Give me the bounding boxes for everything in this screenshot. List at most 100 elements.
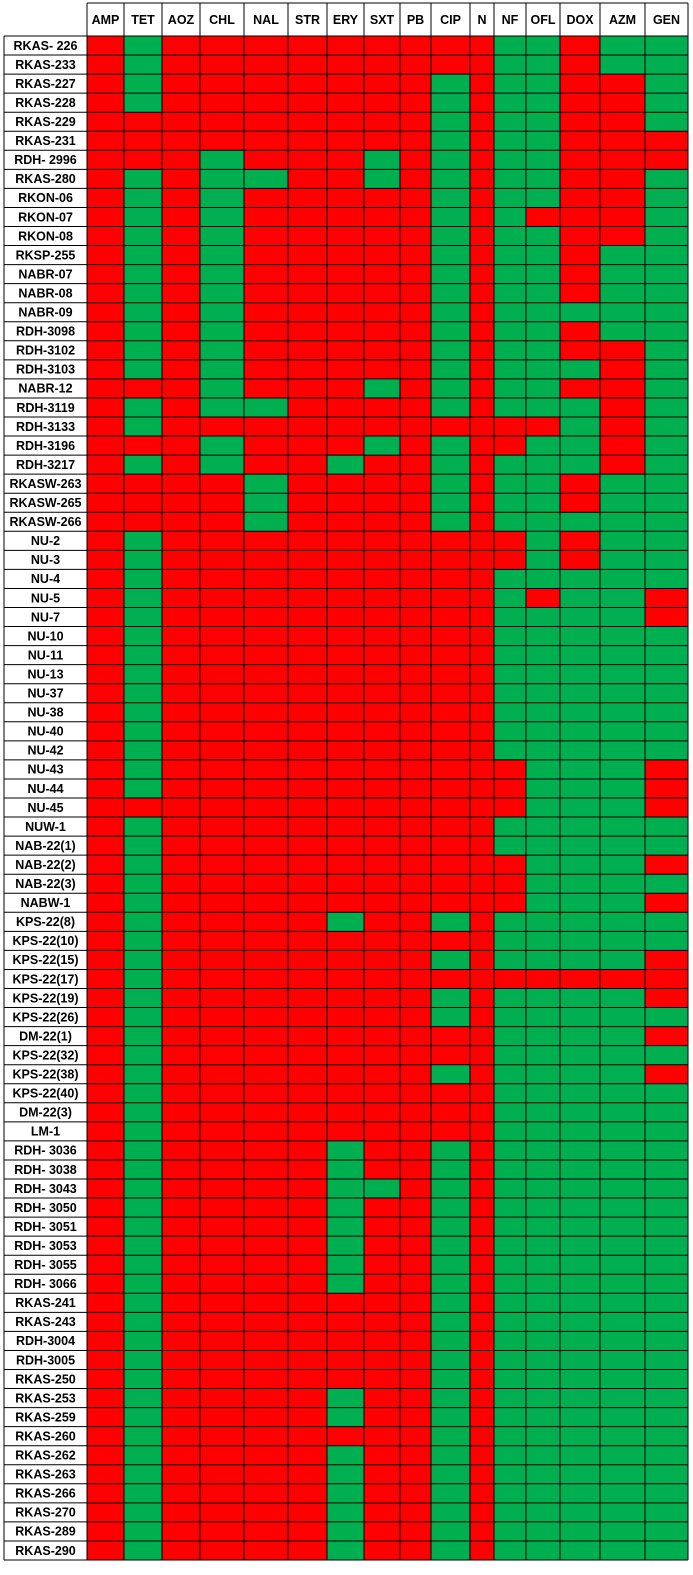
cell-resistant xyxy=(364,626,400,646)
cell-susceptible xyxy=(645,359,688,379)
cell-susceptible xyxy=(526,1255,560,1275)
cell-susceptible xyxy=(600,931,645,951)
cell-susceptible xyxy=(645,1350,688,1370)
cell-resistant xyxy=(600,150,645,170)
cell-resistant xyxy=(244,836,288,856)
cell-resistant xyxy=(431,569,470,589)
cell-susceptible xyxy=(526,1102,560,1122)
cell-resistant xyxy=(327,36,364,56)
row-label-cell xyxy=(4,1102,87,1122)
cell-resistant xyxy=(470,1102,494,1122)
cell-resistant xyxy=(400,131,431,151)
cell-susceptible xyxy=(494,55,526,75)
cell-resistant xyxy=(87,1007,124,1027)
cell-susceptible xyxy=(124,931,162,951)
cell-resistant xyxy=(470,1255,494,1275)
cell-resistant xyxy=(431,683,470,703)
cell-resistant xyxy=(124,112,162,132)
cell-susceptible xyxy=(645,817,688,837)
row-label: RDH-3217 xyxy=(16,458,75,472)
cell-resistant xyxy=(162,683,200,703)
cell-susceptible xyxy=(645,36,688,56)
cell-susceptible xyxy=(645,397,688,417)
row-label-cell xyxy=(4,836,87,856)
cell-resistant xyxy=(87,1255,124,1275)
cell-resistant xyxy=(162,531,200,551)
cell-resistant xyxy=(470,950,494,970)
cell-susceptible xyxy=(600,474,645,494)
cell-susceptible xyxy=(600,588,645,608)
cell-susceptible xyxy=(364,378,400,398)
cell-susceptible xyxy=(526,569,560,589)
cell-susceptible xyxy=(431,169,470,189)
column-header-label: DOX xyxy=(566,13,594,27)
cell-resistant xyxy=(288,988,327,1008)
cell-resistant xyxy=(244,55,288,75)
row-label: RDH- 3038 xyxy=(14,1163,77,1177)
row-label-cell xyxy=(4,1121,87,1141)
cell-susceptible xyxy=(494,1369,526,1389)
cell-susceptible xyxy=(431,359,470,379)
cell-susceptible xyxy=(124,569,162,589)
cell-resistant xyxy=(400,264,431,284)
cell-resistant xyxy=(244,817,288,837)
cell-susceptible xyxy=(600,950,645,970)
cell-resistant xyxy=(87,1312,124,1332)
grid-lines xyxy=(3,2,689,1561)
cell-susceptible xyxy=(560,569,600,589)
cell-resistant xyxy=(560,112,600,132)
cell-resistant xyxy=(162,150,200,170)
cell-resistant xyxy=(244,1445,288,1465)
cell-resistant xyxy=(162,817,200,837)
cell-susceptible xyxy=(431,1445,470,1465)
cell-resistant xyxy=(470,1445,494,1465)
cell-resistant xyxy=(364,455,400,475)
cell-resistant xyxy=(162,1388,200,1408)
cell-susceptible xyxy=(200,378,244,398)
cell-susceptible xyxy=(526,664,560,684)
cell-susceptible xyxy=(244,169,288,189)
cell-resistant xyxy=(470,645,494,665)
cell-resistant xyxy=(364,1255,400,1275)
cell-resistant xyxy=(288,245,327,265)
cell-susceptible xyxy=(526,1388,560,1408)
cell-resistant xyxy=(470,1121,494,1141)
cell-susceptible xyxy=(560,740,600,760)
cell-resistant xyxy=(87,874,124,894)
cell-resistant xyxy=(560,74,600,94)
cell-resistant xyxy=(162,169,200,189)
cell-resistant xyxy=(645,798,688,818)
cell-resistant xyxy=(400,1407,431,1427)
cell-susceptible xyxy=(200,302,244,322)
cell-resistant xyxy=(364,531,400,551)
cell-susceptible xyxy=(645,169,688,189)
cell-resistant xyxy=(244,302,288,322)
cell-resistant xyxy=(200,607,244,627)
cell-resistant xyxy=(87,207,124,227)
cell-resistant xyxy=(327,1293,364,1313)
cell-susceptible xyxy=(526,245,560,265)
cell-resistant xyxy=(288,74,327,94)
cell-resistant xyxy=(470,112,494,132)
cell-susceptible xyxy=(431,264,470,284)
cell-susceptible xyxy=(526,1064,560,1084)
cell-resistant xyxy=(560,378,600,398)
cell-susceptible xyxy=(600,893,645,913)
cell-resistant xyxy=(431,931,470,951)
cell-susceptible xyxy=(494,988,526,1008)
cell-resistant xyxy=(87,588,124,608)
row-label-cell xyxy=(4,74,87,94)
row-label: RDH-3005 xyxy=(16,1353,75,1367)
cell-resistant xyxy=(162,74,200,94)
cell-susceptible xyxy=(494,1502,526,1522)
cell-susceptible xyxy=(494,283,526,303)
cell-susceptible xyxy=(494,817,526,837)
row-label: NABR-07 xyxy=(18,267,72,281)
row-label: RKAS-250 xyxy=(15,1372,75,1386)
cell-susceptible xyxy=(494,1007,526,1027)
cell-susceptible xyxy=(431,150,470,170)
cell-resistant xyxy=(244,150,288,170)
cell-resistant xyxy=(162,188,200,208)
cell-resistant xyxy=(364,1198,400,1218)
cell-susceptible xyxy=(526,702,560,722)
